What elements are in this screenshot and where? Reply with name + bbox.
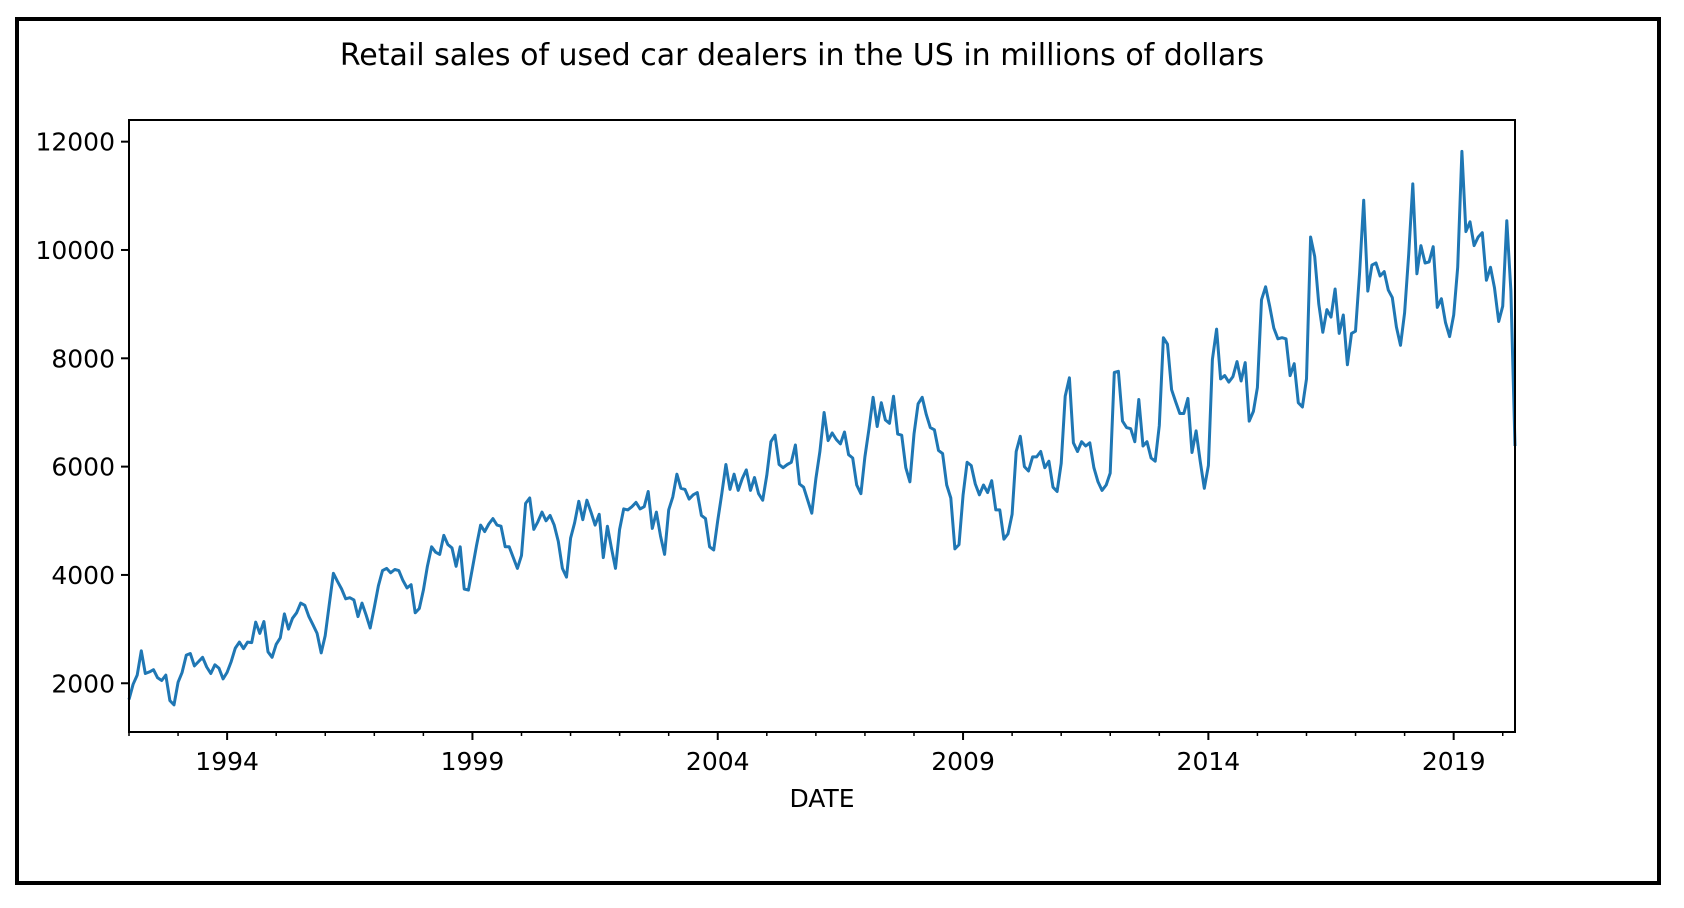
chart-svg: Retail sales of used car dealers in the … [35,38,1517,813]
y-tick-labels: 2000 4000 6000 8000 10000 12000 [35,128,115,699]
y-tick-label: 2000 [51,669,115,698]
plot-area-frame [128,119,1516,733]
y-tick-label: 12000 [35,128,115,157]
x-tick-label: 1994 [195,747,259,776]
x-tick-label: 2004 [686,747,750,776]
x-major-ticks [226,732,1455,740]
x-tick-label: 2014 [1177,747,1241,776]
series-line [127,149,1517,707]
x-axis-label: DATE [789,784,854,813]
chart-figure: Retail sales of used car dealers in the … [15,17,1661,885]
chart-title: Retail sales of used car dealers in the … [340,38,1264,73]
x-tick-label: 2009 [931,747,995,776]
series-group [127,149,1517,707]
y-tick-label: 8000 [51,344,115,373]
y-tick-label: 10000 [35,236,115,265]
y-tick-label: 4000 [51,561,115,590]
y-ticks [121,140,129,685]
y-tick-label: 6000 [51,453,115,482]
x-tick-label: 1999 [441,747,505,776]
x-tick-labels: 1994 1999 2004 2009 2014 2019 [195,747,1485,776]
x-tick-label: 2019 [1422,747,1486,776]
